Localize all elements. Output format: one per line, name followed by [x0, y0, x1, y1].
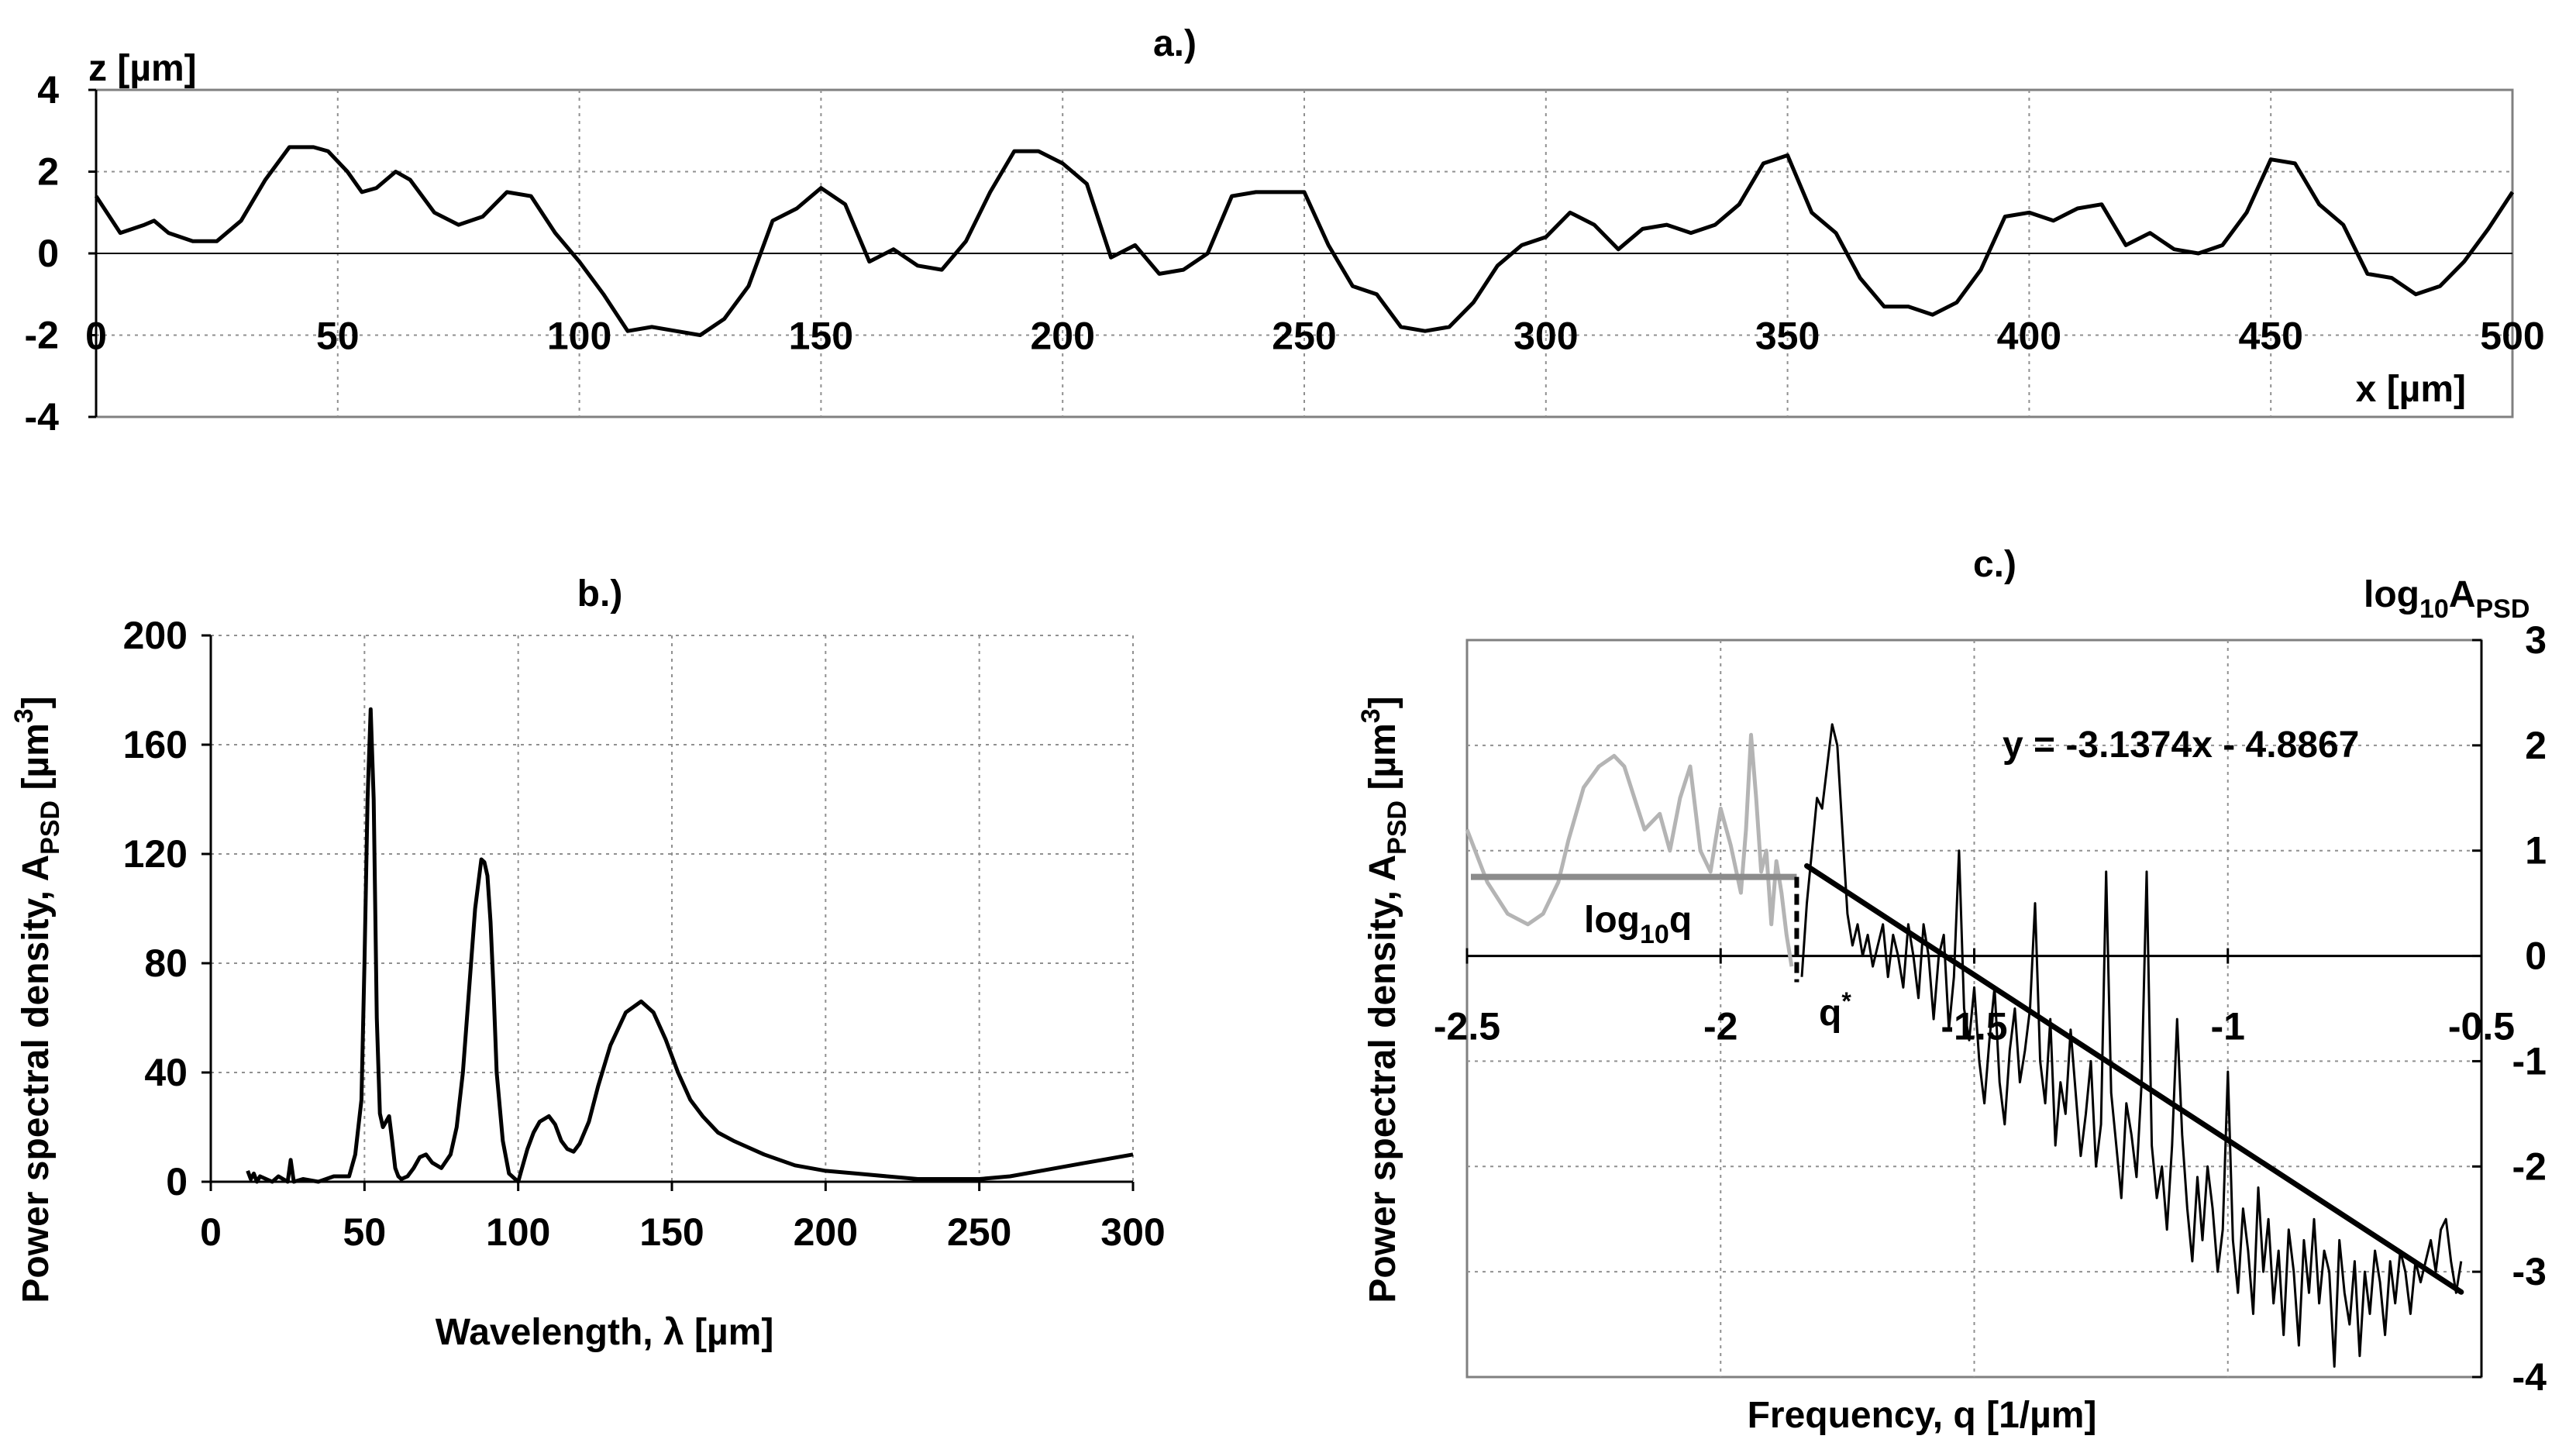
panel-a-title: a.)	[1153, 23, 1197, 64]
panel-b-x-axis-label: Wavelength, λ [µm]	[436, 1312, 774, 1353]
panel-a-x-axis-label: x [µm]	[2356, 369, 2466, 410]
fit-line	[1804, 862, 2464, 1295]
x-tick-label: 200	[1030, 315, 1094, 358]
panel-c-axes	[1465, 639, 2483, 1379]
panel-c-x-axis-label: Frequency, q [1/µm]	[1748, 1395, 2097, 1436]
series-line	[246, 707, 1134, 1184]
y-tick-label: 80	[144, 942, 188, 985]
panel-a-y-axis-label: z [µm]	[88, 48, 197, 89]
panel-a-axes	[88, 88, 2512, 418]
x-tick-label: 0	[85, 315, 107, 358]
panel-b-y-axis-label: Power spectral density, APSD [µm3]	[9, 696, 65, 1303]
x-tick-label: -2.5	[1434, 1005, 1500, 1048]
panel-a-surface-profile: 0 50 100 150 200 250 300 350 400 450 500 -4 -2 0 2 4 a.…	[25, 23, 2545, 439]
panel-c-overlay	[1471, 862, 2464, 1295]
x-tick-label: -2	[1703, 1005, 1737, 1048]
y-tick-label: -1	[2512, 1039, 2547, 1083]
x-tick-label: 0	[200, 1210, 222, 1254]
y-tick-label: -4	[25, 395, 60, 439]
x-tick-label: 250	[1272, 315, 1336, 358]
x-tick-label: 450	[2238, 315, 2302, 358]
panel-a-series	[94, 145, 2515, 337]
x-tick-label: 200	[794, 1210, 858, 1254]
y-tick-label: -2	[25, 314, 59, 357]
panel-b-grid	[211, 635, 1134, 1182]
y-tick-label: 0	[2525, 935, 2547, 978]
x-tick-label: 250	[947, 1210, 1011, 1254]
panel-b-title: b.)	[577, 573, 623, 615]
x-tick-label: -1.5	[1941, 1005, 2007, 1048]
x-tick-label: -1	[2211, 1005, 2245, 1048]
y-tick-label: 40	[144, 1051, 188, 1094]
panel-c-fit-equation: y = -3.1374x - 4.8867	[2003, 725, 2359, 766]
panel-b-series	[246, 707, 1134, 1184]
x-tick-label: 100	[547, 315, 611, 358]
y-tick-label: 2	[2525, 724, 2547, 767]
y-tick-label: 2	[37, 150, 59, 194]
x-tick-label: 50	[343, 1210, 387, 1254]
x-tick-label: 150	[789, 315, 853, 358]
y-tick-label: 4	[37, 68, 59, 112]
panel-b-psd-wavelength: 0 50 100 150 200 250 300 0 40 80 120 160 200 b.) Wav…	[9, 573, 1166, 1353]
panel-c-title: c.)	[1973, 544, 2016, 585]
x-tick-label: 150	[639, 1210, 704, 1254]
y-tick-label: 3	[2525, 618, 2547, 662]
x-tick-label: -0.5	[2448, 1005, 2515, 1048]
panel-b-axes	[201, 634, 1135, 1191]
series-line	[94, 145, 2515, 337]
y-tick-label: 160	[123, 723, 188, 766]
x-tick-label: 300	[1514, 315, 1578, 358]
y-tick-label: 0	[37, 232, 59, 275]
y-tick-label: 200	[123, 614, 188, 657]
x-tick-label: 300	[1100, 1210, 1165, 1254]
panel-c-right-axis-label: log10APSD	[2364, 574, 2530, 624]
y-tick-label: -4	[2512, 1355, 2547, 1399]
y-tick-label: -3	[2512, 1250, 2547, 1293]
y-tick-label: -2	[2512, 1145, 2547, 1188]
x-tick-label: 400	[1997, 315, 2061, 358]
x-tick-label: 100	[486, 1210, 550, 1254]
series-line-high-frequency	[1800, 723, 2463, 1368]
x-tick-label: 50	[316, 315, 360, 358]
y-tick-label: 120	[123, 832, 188, 876]
panel-c-plateau-label: log10q	[1584, 900, 1692, 949]
y-tick-label: 1	[2525, 829, 2547, 873]
panel-c-y-axis-label: Power spectral density, APSD [µm3]	[1356, 696, 1412, 1303]
panel-a-tick-labels: 0 50 100 150 200 250 300 350 400 450 500 -4 -2 0 2 4	[25, 68, 2545, 439]
panel-c-q-star-label: q*	[1819, 987, 1851, 1034]
x-tick-label: 500	[2480, 315, 2544, 358]
panel-c-grid	[1467, 640, 2481, 1377]
x-tick-label: 350	[1755, 315, 1820, 358]
y-tick-label: 0	[166, 1160, 188, 1203]
panel-b-tick-labels: 0 50 100 150 200 250 300 0 40 80 120 160 200	[123, 614, 1166, 1254]
